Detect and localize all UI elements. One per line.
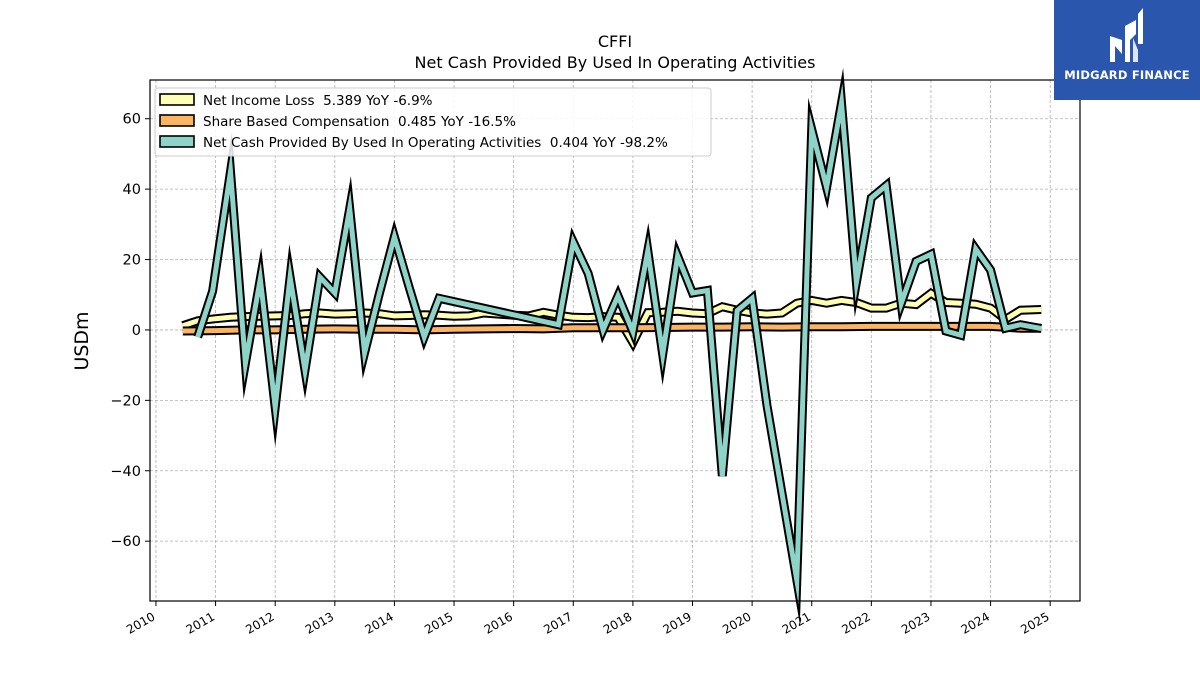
series-outline-net-cash-operating bbox=[193, 67, 1043, 625]
legend-box bbox=[154, 87, 712, 157]
y-tick-label: 40 bbox=[123, 182, 141, 198]
y-tick-label: 60 bbox=[123, 112, 141, 128]
x-tick-label: 2012 bbox=[243, 609, 276, 636]
y-axis-label: USDm bbox=[71, 311, 93, 370]
x-tick-label: 2023 bbox=[899, 609, 932, 636]
x-tick-label: 2015 bbox=[422, 609, 455, 636]
brand-logo-text: MIDGARD FINANCE bbox=[1064, 68, 1190, 82]
grid-lines bbox=[150, 80, 1080, 601]
legend-label-net-income: Net Income Loss 5.389 YoY -6.9% bbox=[203, 93, 433, 109]
axis-ticks: −60 −40 −20 0 20 40 60 2010 2011 2012 2013 2014 2015… bbox=[110, 112, 1051, 637]
x-tick-label: 2014 bbox=[362, 609, 395, 636]
plot-frame bbox=[149, 79, 1081, 602]
brand-logo: MIDGARD FINANCE bbox=[1054, 0, 1200, 100]
x-tick-label: 2016 bbox=[482, 609, 515, 636]
chart-subtitle: Net Cash Provided By Used In Operating A… bbox=[415, 53, 816, 72]
legend-label-share-based-compensation: Share Based Compensation 0.485 YoY -16.5… bbox=[203, 114, 516, 130]
x-tick-label: 2022 bbox=[839, 609, 872, 636]
legend-swatch-share-based-compensation bbox=[159, 114, 195, 127]
x-tick-label: 2021 bbox=[780, 609, 813, 636]
legend-swatch-net-income bbox=[159, 93, 195, 106]
series-line-share-based-compensation bbox=[182, 323, 1042, 334]
y-tick-label: −40 bbox=[110, 464, 141, 480]
y-tick-label: −20 bbox=[110, 393, 141, 409]
y-tick-label: −60 bbox=[110, 534, 141, 550]
x-tick-label: 2017 bbox=[541, 609, 574, 636]
x-tick-label: 2011 bbox=[184, 609, 217, 636]
x-tick-label: 2020 bbox=[720, 609, 753, 636]
legend: Net Income Loss 5.389 YoY -6.9% Share Ba… bbox=[154, 87, 712, 157]
x-tick-label: 2018 bbox=[601, 609, 634, 636]
series-lines bbox=[181, 67, 1043, 625]
x-tick-label: 2013 bbox=[303, 609, 336, 636]
y-tick-label: 0 bbox=[132, 323, 141, 339]
x-tick-label: 2019 bbox=[661, 609, 694, 636]
legend-swatch-net-cash-operating bbox=[159, 135, 195, 148]
chart-title: CFFI bbox=[598, 32, 632, 51]
x-tick-label: 2025 bbox=[1018, 609, 1051, 636]
y-tick-label: 20 bbox=[123, 253, 141, 269]
legend-label-net-cash-operating: Net Cash Provided By Used In Operating A… bbox=[203, 135, 668, 151]
x-tick-label: 2024 bbox=[959, 609, 992, 636]
midgard-logo-icon bbox=[1110, 8, 1143, 62]
series-line-net-cash-operating bbox=[195, 83, 1042, 605]
x-tick-label: 2010 bbox=[124, 609, 157, 636]
